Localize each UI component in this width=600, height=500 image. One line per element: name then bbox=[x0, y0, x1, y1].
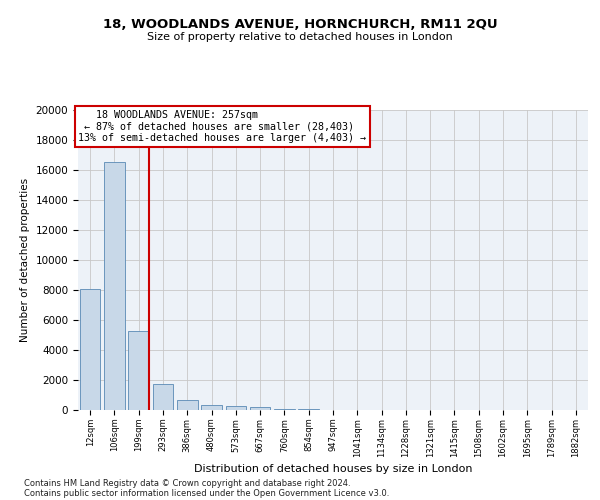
Text: Contains HM Land Registry data © Crown copyright and database right 2024.: Contains HM Land Registry data © Crown c… bbox=[24, 478, 350, 488]
Bar bbox=[250, 407, 271, 410]
Text: 18, WOODLANDS AVENUE, HORNCHURCH, RM11 2QU: 18, WOODLANDS AVENUE, HORNCHURCH, RM11 2… bbox=[103, 18, 497, 30]
Bar bbox=[177, 400, 197, 410]
X-axis label: Distribution of detached houses by size in London: Distribution of detached houses by size … bbox=[194, 464, 472, 473]
Text: Contains public sector information licensed under the Open Government Licence v3: Contains public sector information licen… bbox=[24, 488, 389, 498]
Bar bbox=[80, 288, 100, 410]
Bar bbox=[152, 384, 173, 410]
Bar bbox=[298, 409, 319, 410]
Y-axis label: Number of detached properties: Number of detached properties bbox=[20, 178, 30, 342]
Bar bbox=[201, 405, 222, 410]
Bar bbox=[104, 162, 125, 410]
Bar bbox=[226, 406, 246, 410]
Text: 18 WOODLANDS AVENUE: 257sqm
 ← 87% of detached houses are smaller (28,403)
13% o: 18 WOODLANDS AVENUE: 257sqm ← 87% of det… bbox=[78, 110, 366, 143]
Bar bbox=[274, 408, 295, 410]
Text: Size of property relative to detached houses in London: Size of property relative to detached ho… bbox=[147, 32, 453, 42]
Bar bbox=[128, 330, 149, 410]
